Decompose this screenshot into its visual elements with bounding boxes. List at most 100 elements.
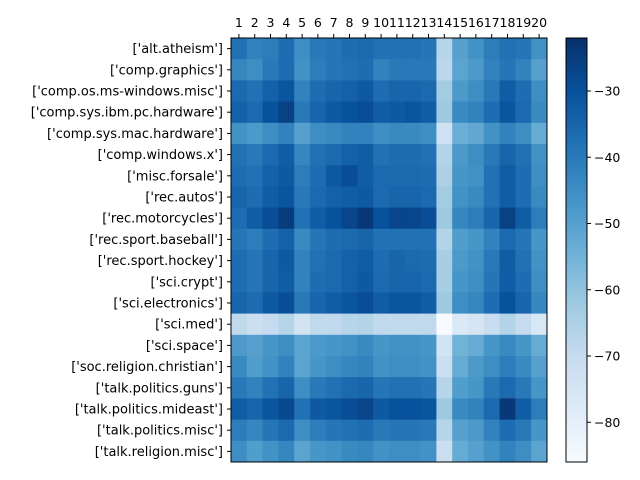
- heatmap-cell: [310, 398, 327, 420]
- heatmap-cell: [246, 59, 263, 81]
- heatmap-cell: [389, 440, 406, 463]
- heatmap-cell: [452, 144, 469, 166]
- heatmap-cell: [357, 440, 374, 463]
- heatmap-cell: [231, 356, 248, 378]
- heatmap-cell: [278, 419, 295, 442]
- heatmap-cell: [483, 186, 500, 208]
- heatmap-cell: [231, 59, 248, 81]
- heatmap-cell: [294, 59, 311, 81]
- heatmap-cell: [483, 80, 500, 102]
- heatmap-cell: [389, 419, 406, 442]
- heatmap-cell: [452, 165, 469, 187]
- colorbar-tick-label: −30: [594, 84, 620, 99]
- x-tick-label: 17: [484, 15, 500, 30]
- y-tick-label: ['comp.windows.x']: [98, 148, 223, 163]
- heatmap-cell: [531, 80, 548, 102]
- heatmap-cell: [452, 101, 469, 124]
- heatmap-cell: [341, 313, 358, 336]
- x-tick-label: 3: [267, 15, 275, 30]
- heatmap-cell: [389, 271, 406, 293]
- heatmap-cell: [531, 440, 548, 463]
- heatmap-cell: [404, 334, 421, 357]
- heatmap-cell: [294, 165, 311, 187]
- heatmap-cell: [436, 144, 453, 166]
- heatmap-cell: [404, 398, 421, 420]
- heatmap-cell: [294, 292, 311, 314]
- heatmap-cell: [515, 419, 532, 442]
- x-tick-label: 19: [515, 15, 531, 30]
- heatmap-cell: [341, 186, 358, 208]
- heatmap-cell: [310, 186, 327, 208]
- heatmap-cell: [436, 122, 453, 145]
- heatmap-cell: [468, 186, 485, 208]
- heatmap-cell: [468, 101, 485, 124]
- heatmap-cell: [310, 419, 327, 442]
- heatmap-cell: [262, 186, 279, 208]
- heatmap-cell: [231, 186, 248, 208]
- heatmap-cell: [436, 59, 453, 81]
- heatmap-cell: [262, 440, 279, 463]
- heatmap-cell: [389, 186, 406, 208]
- x-axis-ticks: 1 2 3 4 5 6 7 8 9 10 11 12 13 14 15 16 17 18 19 20: [235, 15, 547, 38]
- heatmap-cell: [325, 228, 342, 251]
- heatmap-cell: [262, 398, 279, 420]
- heatmap-cell: [483, 122, 500, 145]
- heatmap-cell: [246, 186, 263, 208]
- heatmap-cell: [357, 271, 374, 293]
- heatmap-cell: [436, 356, 453, 378]
- heatmap-cell: [404, 207, 421, 230]
- heatmap-cell: [325, 440, 342, 463]
- y-tick-label: ['rec.motorcycles']: [102, 212, 223, 227]
- heatmap-cell: [341, 419, 358, 442]
- heatmap-cell: [231, 419, 248, 442]
- heatmap-cell: [325, 356, 342, 378]
- heatmap-cell: [246, 398, 263, 420]
- heatmap-cell: [278, 165, 295, 187]
- heatmap-cell: [404, 144, 421, 166]
- heatmap-cell: [420, 271, 437, 293]
- heatmap-cell: [341, 356, 358, 378]
- heatmap-cell: [531, 271, 548, 293]
- heatmap-cell: [231, 80, 248, 102]
- heatmap-cell: [404, 101, 421, 124]
- heatmap-cell: [420, 419, 437, 442]
- heatmap-cell: [373, 122, 390, 145]
- heatmap-cell: [357, 59, 374, 81]
- heatmap-cell: [278, 356, 295, 378]
- heatmap-cell: [262, 228, 279, 251]
- heatmap-cell: [262, 271, 279, 293]
- x-tick-label: 10: [373, 15, 389, 30]
- x-tick-label: 11: [389, 15, 405, 30]
- heatmap-cell: [341, 80, 358, 102]
- heatmap-cell: [499, 144, 516, 166]
- heatmap-cell: [373, 144, 390, 166]
- heatmap-cell: [499, 80, 516, 102]
- heatmap-cell: [246, 250, 263, 272]
- heatmap-cell: [262, 250, 279, 272]
- x-tick-label: 14: [436, 15, 452, 30]
- heatmap-cell: [483, 38, 500, 60]
- heatmap-cell: [452, 228, 469, 251]
- heatmap-cell: [531, 250, 548, 272]
- heatmap-cell: [468, 228, 485, 251]
- heatmap-cell: [531, 207, 548, 230]
- heatmap-cell: [420, 122, 437, 145]
- x-tick-label: 4: [282, 15, 290, 30]
- heatmap-cell: [515, 80, 532, 102]
- heatmap-cell: [278, 250, 295, 272]
- heatmap-cell: [499, 419, 516, 442]
- heatmap-cell: [531, 186, 548, 208]
- heatmap-cell: [246, 313, 263, 336]
- heatmap-cell: [420, 292, 437, 314]
- heatmap-cell: [389, 292, 406, 314]
- heatmap-cell: [499, 313, 516, 336]
- y-tick-label: ['sci.electronics']: [113, 297, 223, 312]
- heatmap-cell: [436, 38, 453, 60]
- heatmap-cell: [499, 59, 516, 81]
- heatmap-cell: [325, 334, 342, 357]
- heatmap-cell: [531, 377, 548, 399]
- heatmap-cell: [483, 271, 500, 293]
- heatmap-cell: [341, 377, 358, 399]
- y-tick-label: ['comp.sys.mac.hardware']: [47, 127, 223, 142]
- heatmap-cell: [294, 271, 311, 293]
